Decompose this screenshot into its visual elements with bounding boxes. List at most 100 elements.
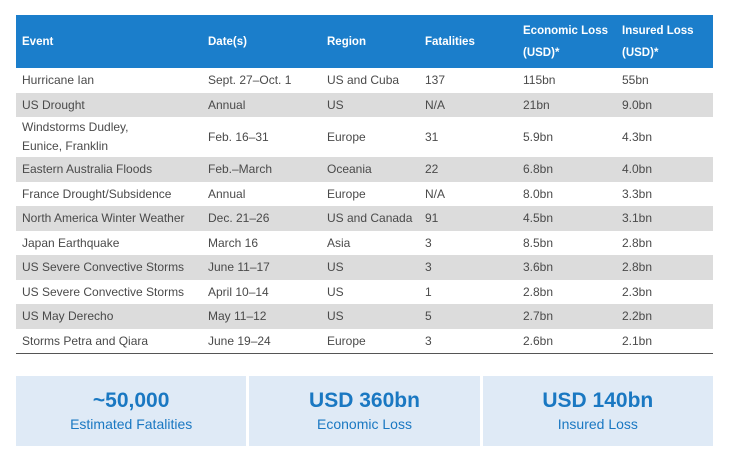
header-region: Region: [327, 35, 366, 48]
cell-fatalities: 3: [419, 255, 517, 280]
cell-dates: June 11–17: [202, 255, 321, 280]
cell-insured-loss: 55bn: [622, 73, 649, 88]
cell-region: US and Cuba: [327, 73, 400, 88]
table-row: Eastern Australia Floods Feb.–March Ocea…: [16, 157, 713, 182]
cell-dates: March 16: [208, 235, 259, 250]
cell-economic-loss: 4.5bn: [517, 206, 616, 231]
summary-card-economic-loss: USD 360bn Economic Loss: [249, 376, 480, 446]
cell-dates: Annual: [208, 186, 246, 201]
cell-event: US Drought: [16, 92, 202, 117]
cell-dates: Annual: [202, 92, 321, 117]
header-fatalities: Fatalities: [425, 35, 475, 48]
catastrophe-events-table: Event Date(s) Region Fatalities Economic…: [16, 15, 713, 354]
table-row: Hurricane Ian Sept. 27–Oct. 1 US and Cub…: [16, 68, 713, 93]
cell-insured-loss: 9.0bn: [616, 92, 713, 117]
table-row: US Severe Convective Storms June 11–17 U…: [16, 255, 713, 280]
cell-dates: Feb. 16–31: [208, 129, 269, 144]
cell-region: Oceania: [321, 157, 419, 182]
cell-economic-loss: 8.5bn: [523, 235, 554, 250]
cell-event: France Drought/Subsidence: [22, 186, 172, 201]
summary-card-fatalities: ~50,000 Estimated Fatalities: [16, 376, 247, 446]
cell-dates: April 10–14: [208, 284, 269, 299]
events-table-container: Event Date(s) Region Fatalities Economic…: [16, 15, 713, 354]
cell-region: Europe: [321, 328, 419, 354]
cell-fatalities: N/A: [425, 186, 446, 201]
cell-fatalities: 3: [425, 235, 432, 250]
cell-economic-loss: 3.6bn: [517, 255, 616, 280]
cell-economic-loss: 8.0bn: [523, 186, 554, 201]
summary-label: Insured Loss: [557, 416, 638, 432]
header-economic-loss: Economic Loss (USD)*: [517, 15, 616, 68]
summary-stats: ~50,000 Estimated Fatalities USD 360bn E…: [16, 376, 713, 446]
cell-insured-loss: 4.3bn: [622, 129, 653, 144]
header-row: Event Date(s) Region Fatalities Economic…: [16, 15, 713, 68]
table-row: Japan Earthquake March 16 Asia 3 8.5bn 2…: [16, 231, 713, 256]
cell-region: US: [321, 92, 419, 117]
summary-label: Estimated Fatalities: [70, 416, 193, 432]
header-insured-loss: Insured Loss (USD)*: [616, 15, 713, 68]
cell-insured-loss: 2.2bn: [616, 304, 713, 329]
cell-dates: May 11–12: [202, 304, 321, 329]
cell-region: US: [321, 255, 419, 280]
table-row: Windstorms Dudley, Eunice, Franklin Feb. …: [16, 117, 713, 157]
table-row: US May Derecho May 11–12 US 5 2.7bn 2.2b…: [16, 304, 713, 329]
header-insured-loss-line1: Insured Loss: [622, 24, 694, 37]
cell-insured-loss: 3.3bn: [622, 186, 653, 201]
cell-economic-loss: 2.8bn: [523, 284, 554, 299]
cell-region: Asia: [327, 235, 351, 250]
cell-event: Eastern Australia Floods: [16, 157, 202, 182]
header-insured-loss-line2: (USD)*: [622, 46, 659, 59]
cell-insured-loss: 2.8bn: [622, 235, 653, 250]
table-row: Storms Petra and Qiara June 19–24 Europe…: [16, 328, 713, 354]
summary-value: USD 360bn: [309, 389, 420, 412]
cell-event-line1: Windstorms Dudley,: [22, 120, 129, 134]
cell-dates: Sept. 27–Oct. 1: [208, 73, 292, 88]
cell-insured-loss: 2.8bn: [616, 255, 713, 280]
summary-label: Economic Loss: [317, 416, 412, 432]
cell-economic-loss: 2.6bn: [517, 328, 616, 354]
summary-value: ~50,000: [92, 389, 170, 412]
cell-fatalities: N/A: [419, 92, 517, 117]
cell-event: North America Winter Weather: [16, 206, 202, 231]
cell-fatalities: 31: [425, 129, 439, 144]
cell-event: Storms Petra and Qiara: [16, 328, 202, 354]
cell-region: US and Canada: [321, 206, 419, 231]
header-event: Event: [22, 35, 54, 48]
header-economic-loss-line1: Economic Loss: [523, 24, 608, 37]
cell-event: Windstorms Dudley, Eunice, Franklin: [16, 117, 202, 157]
cell-economic-loss: 5.9bn: [523, 129, 554, 144]
table-row: US Drought Annual US N/A 21bn 9.0bn: [16, 92, 713, 117]
cell-fatalities: 5: [419, 304, 517, 329]
table-row: France Drought/Subsidence Annual Europe …: [16, 182, 713, 207]
cell-event: US Severe Convective Storms: [22, 284, 185, 299]
cell-fatalities: 137: [425, 73, 446, 88]
cell-fatalities: 22: [419, 157, 517, 182]
cell-region: Europe: [327, 129, 366, 144]
cell-fatalities: 3: [419, 328, 517, 354]
cell-dates: Dec. 21–26: [202, 206, 321, 231]
summary-card-insured-loss: USD 140bn Insured Loss: [482, 376, 713, 446]
cell-event: US Severe Convective Storms: [16, 255, 202, 280]
cell-economic-loss: 115bn: [523, 73, 556, 88]
cell-insured-loss: 2.1bn: [616, 328, 713, 354]
table-row: North America Winter Weather Dec. 21–26 …: [16, 206, 713, 231]
cell-fatalities: 1: [425, 284, 432, 299]
cell-event: US May Derecho: [16, 304, 202, 329]
cell-event: Japan Earthquake: [22, 235, 120, 250]
table-body: Hurricane Ian Sept. 27–Oct. 1 US and Cub…: [16, 68, 713, 354]
cell-insured-loss: 2.3bn: [622, 284, 653, 299]
cell-event: Hurricane Ian: [22, 73, 95, 88]
cell-fatalities: 91: [419, 206, 517, 231]
cell-region: Europe: [327, 186, 366, 201]
cell-region: US: [321, 304, 419, 329]
header-economic-loss-line2: (USD)*: [523, 46, 560, 59]
cell-region: US: [327, 284, 344, 299]
cell-insured-loss: 3.1bn: [616, 206, 713, 231]
cell-economic-loss: 6.8bn: [517, 157, 616, 182]
cell-economic-loss: 2.7bn: [517, 304, 616, 329]
table-header: Event Date(s) Region Fatalities Economic…: [16, 15, 713, 68]
summary-value: USD 140bn: [542, 389, 654, 412]
cell-dates: Feb.–March: [202, 157, 321, 182]
table-row: US Severe Convective Storms April 10–14 …: [16, 280, 713, 305]
header-dates: Date(s): [208, 35, 247, 48]
